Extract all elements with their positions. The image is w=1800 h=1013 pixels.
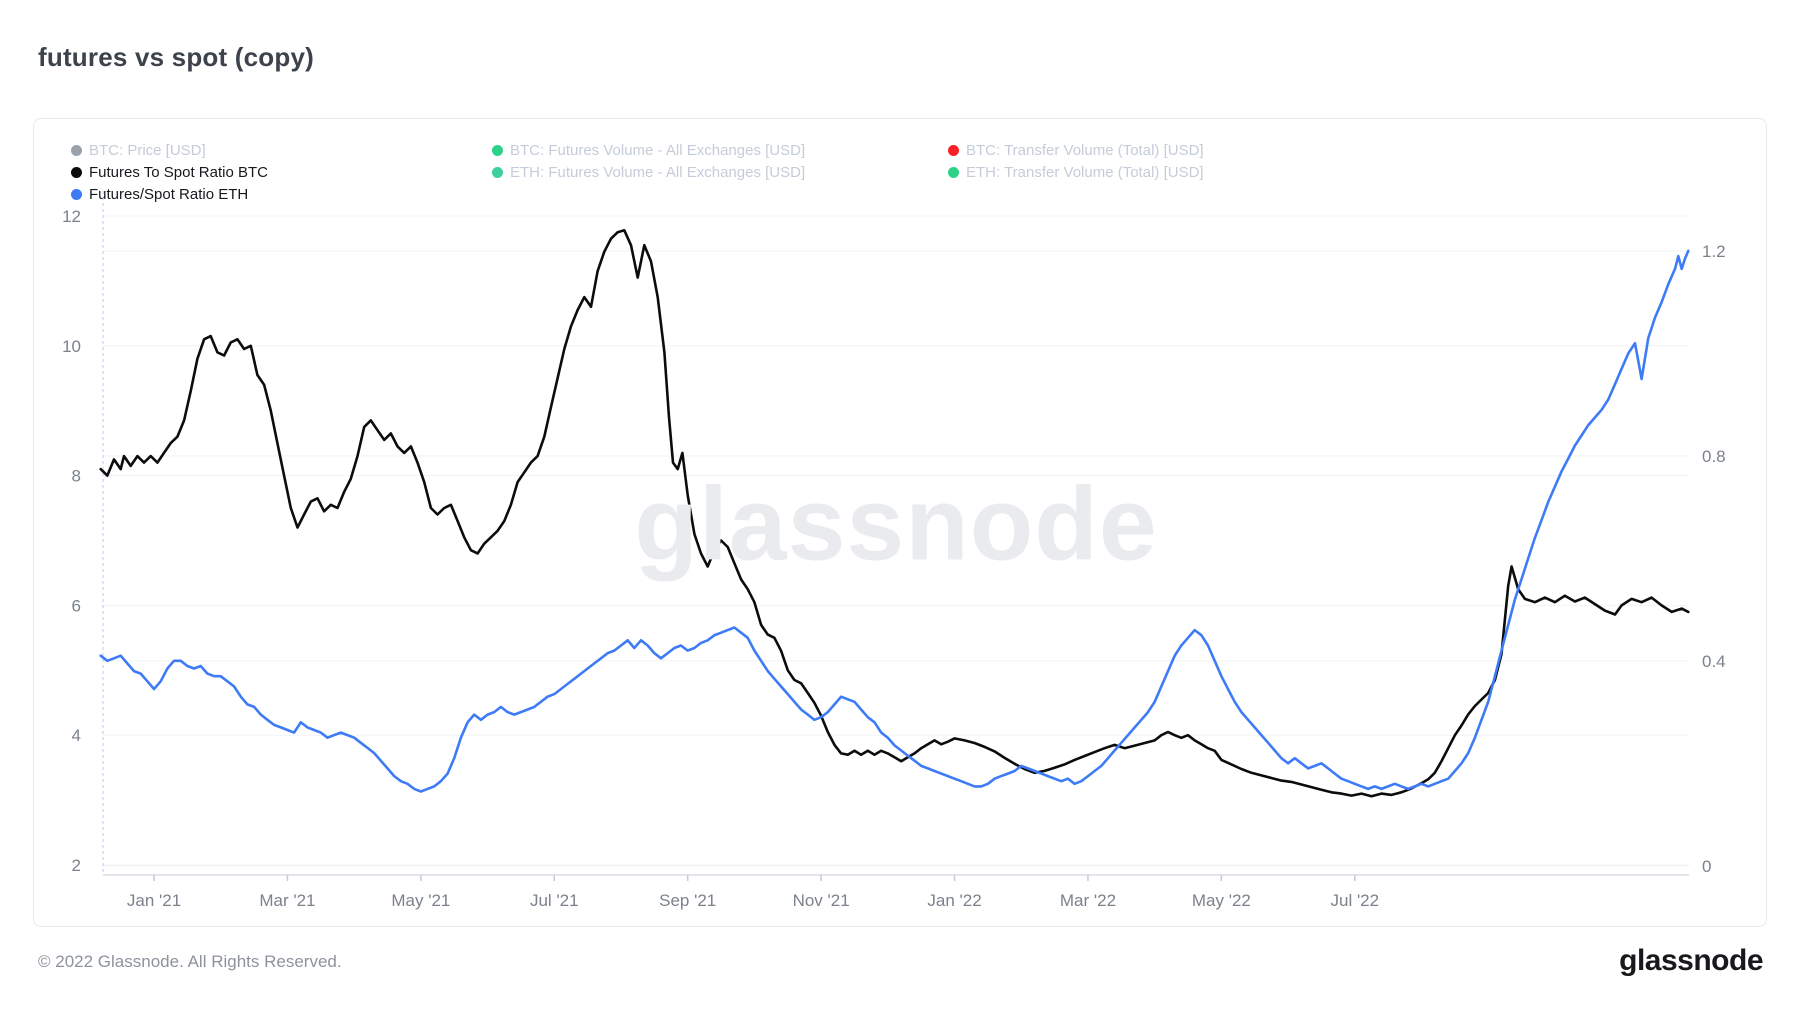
y-left-tick-label-4: 4 <box>72 726 81 745</box>
y-right-tick-label-1.2: 1.2 <box>1702 242 1726 261</box>
x-tick-label-4: Sep '21 <box>659 891 716 910</box>
x-tick-label-0: Jan '21 <box>127 891 181 910</box>
series-line-0-futures-to-spot-ratio-btc <box>99 229 1690 798</box>
legend-item-label: BTC: Price [USD] <box>89 141 206 159</box>
legend-dot <box>492 166 503 178</box>
legend-item-6[interactable]: ETH: Transfer Volume (Total) [USD] <box>948 161 1204 183</box>
y-left-tick-label-10: 10 <box>62 337 81 356</box>
series-line-1-futures-spot-ratio-eth <box>99 249 1690 793</box>
legend-item-label: BTC: Futures Volume - All Exchanges [USD… <box>510 141 806 159</box>
y-left-tick-label-8: 8 <box>72 467 81 486</box>
glassnode-logo[interactable]: glassnode <box>1619 944 1763 977</box>
legend-item-2[interactable]: Futures/Spot Ratio ETH <box>71 183 248 205</box>
legend-item-label: Futures/Spot Ratio ETH <box>89 185 249 203</box>
legend-item-1[interactable]: Futures To Spot Ratio BTC <box>71 161 268 183</box>
legend-item-label: Futures To Spot Ratio BTC <box>89 163 268 181</box>
legend-dot <box>71 144 82 156</box>
x-tick-label-9: Jul '22 <box>1330 891 1379 910</box>
x-tick-label-6: Jan '22 <box>927 891 981 910</box>
x-tick-label-8: May '22 <box>1192 891 1251 910</box>
legend-item-label: ETH: Futures Volume - All Exchanges [USD… <box>510 163 806 181</box>
legend-item-5[interactable]: BTC: Transfer Volume (Total) [USD] <box>948 139 1204 161</box>
y-right-tick-label-0.4: 0.4 <box>1702 652 1726 671</box>
legend-dot <box>948 144 959 156</box>
legend-dot <box>492 144 503 156</box>
legend-item-0[interactable]: BTC: Price [USD] <box>71 139 206 161</box>
legend-item-label: BTC: Transfer Volume (Total) [USD] <box>966 141 1204 159</box>
y-left-tick-label-6: 6 <box>72 596 81 615</box>
legend-dot <box>71 166 82 178</box>
copyright-text: © 2022 Glassnode. All Rights Reserved. <box>38 952 342 971</box>
y-right-tick-label-0.8: 0.8 <box>1702 447 1726 466</box>
y-left-tick-label-12: 12 <box>62 207 81 226</box>
legend-dot <box>948 166 959 178</box>
page-title: futures vs spot (copy) <box>38 42 314 72</box>
legend-item-label: ETH: Transfer Volume (Total) [USD] <box>966 163 1204 181</box>
legend-item-3[interactable]: BTC: Futures Volume - All Exchanges [USD… <box>492 139 805 161</box>
x-tick-label-1: Mar '21 <box>259 891 315 910</box>
chart-card: BTC: Price [USD] Futures To Spot Ratio BT… <box>33 118 1767 927</box>
plot-area[interactable]: 2 4 6 8 10 12 0 0.4 0.8 1.2 Jan '21 Mar '21 May '21 J… <box>34 119 1766 926</box>
x-tick-label-3: Jul '21 <box>530 891 579 910</box>
legend-dot <box>71 188 82 200</box>
y-right-tick-label-0: 0 <box>1702 857 1711 876</box>
legend-item-4[interactable]: ETH: Futures Volume - All Exchanges [USD… <box>492 161 805 183</box>
x-tick-label-5: Nov '21 <box>793 891 850 910</box>
x-tick-label-7: Mar '22 <box>1060 891 1116 910</box>
x-tick-label-2: May '21 <box>391 891 450 910</box>
y-left-tick-label-2: 2 <box>72 856 81 875</box>
